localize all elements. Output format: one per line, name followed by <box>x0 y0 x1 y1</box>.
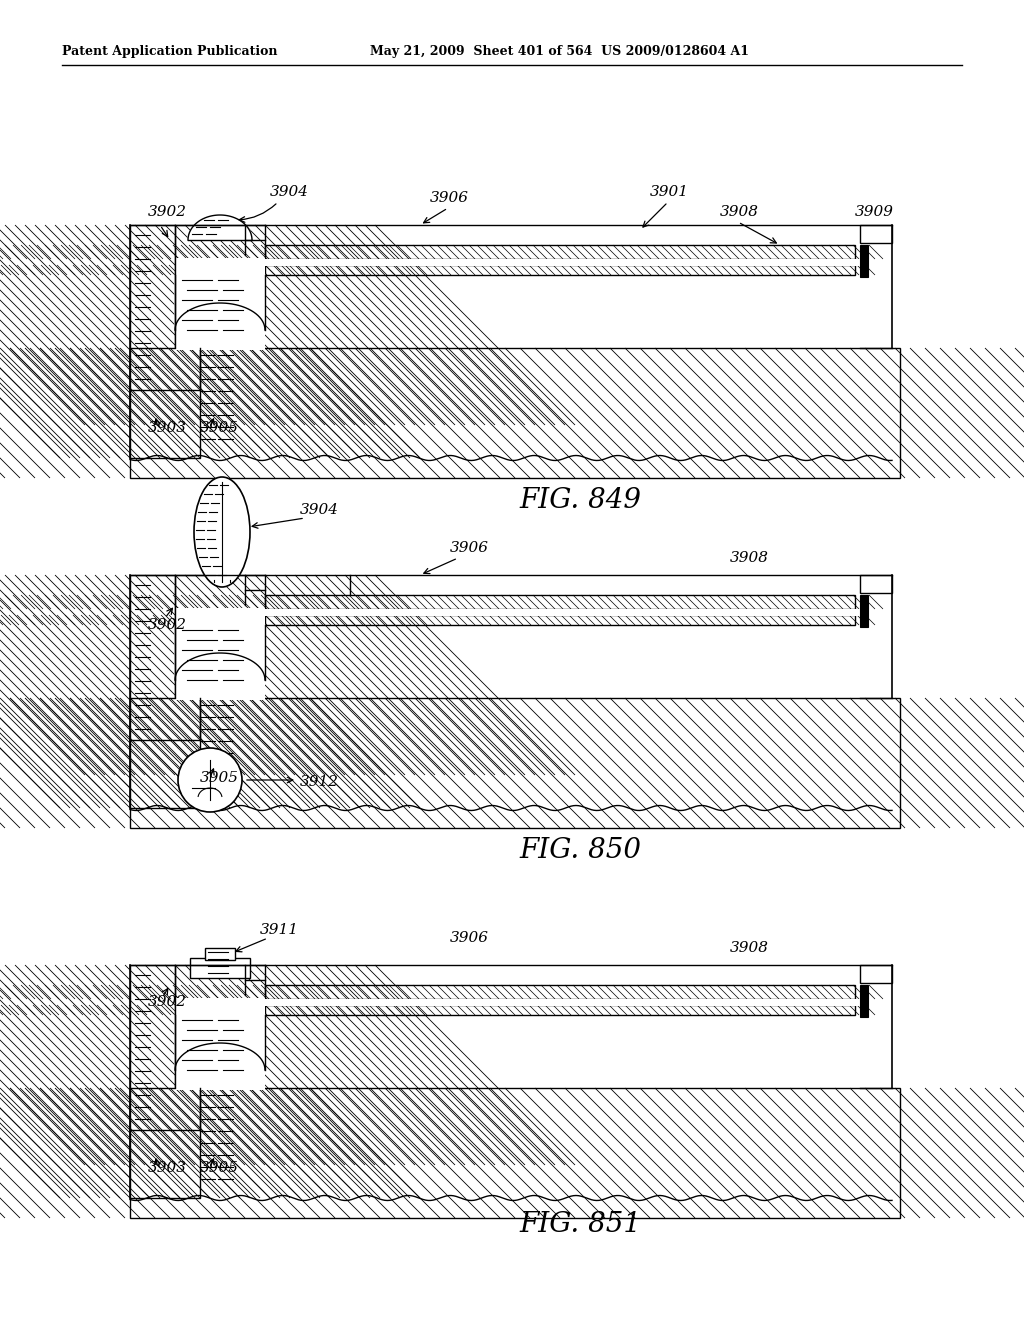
Text: 3906: 3906 <box>450 541 489 554</box>
Text: 3908: 3908 <box>720 205 759 219</box>
Text: 3905: 3905 <box>200 771 239 785</box>
Bar <box>265 265 855 275</box>
Text: FIG. 850: FIG. 850 <box>519 837 641 863</box>
Polygon shape <box>175 624 265 680</box>
Text: FIG. 849: FIG. 849 <box>519 487 641 513</box>
Bar <box>265 259 860 267</box>
Bar <box>190 958 250 978</box>
Bar <box>860 246 868 277</box>
Bar <box>130 698 200 808</box>
Bar <box>130 965 175 1166</box>
Text: 3911: 3911 <box>260 923 299 937</box>
Bar <box>130 576 175 775</box>
Bar <box>265 615 855 624</box>
Text: 3902: 3902 <box>148 995 187 1008</box>
Ellipse shape <box>194 477 250 587</box>
Bar <box>265 1005 855 1015</box>
Text: 3909: 3909 <box>855 205 894 219</box>
Bar <box>175 257 265 350</box>
Text: 3906: 3906 <box>430 191 469 205</box>
Bar <box>130 1088 200 1199</box>
Text: 3905: 3905 <box>200 1162 239 1175</box>
Text: 3904: 3904 <box>270 185 309 199</box>
Bar <box>265 609 860 616</box>
Text: 3903: 3903 <box>148 421 187 436</box>
Bar <box>265 595 855 609</box>
Text: 3901: 3901 <box>650 185 689 199</box>
Text: Patent Application Publication: Patent Application Publication <box>62 45 278 58</box>
Text: 3902: 3902 <box>148 618 187 632</box>
Circle shape <box>178 748 242 812</box>
Bar <box>265 246 855 259</box>
Bar <box>860 576 892 593</box>
Polygon shape <box>188 215 252 240</box>
Polygon shape <box>175 1015 265 1071</box>
Text: FIG. 851: FIG. 851 <box>519 1212 641 1238</box>
Bar <box>175 609 265 700</box>
Bar <box>130 348 200 458</box>
Bar <box>130 1088 900 1218</box>
Bar <box>860 965 892 983</box>
Text: 3903: 3903 <box>148 1162 187 1175</box>
Bar <box>175 998 265 1090</box>
Bar <box>860 224 892 243</box>
Text: May 21, 2009  Sheet 401 of 564  US 2009/0128604 A1: May 21, 2009 Sheet 401 of 564 US 2009/01… <box>370 45 749 58</box>
Bar <box>265 999 860 1006</box>
Text: 3908: 3908 <box>730 941 769 954</box>
Polygon shape <box>175 275 265 330</box>
Text: 3904: 3904 <box>300 503 339 517</box>
Text: 3902: 3902 <box>148 205 187 219</box>
Text: 3905: 3905 <box>200 421 239 436</box>
Bar <box>130 224 175 425</box>
Bar <box>860 595 868 627</box>
Bar <box>860 985 868 1016</box>
Bar <box>205 948 234 960</box>
Bar <box>130 348 900 478</box>
Bar <box>130 698 900 828</box>
Text: 3906: 3906 <box>450 931 489 945</box>
Bar <box>265 985 855 999</box>
Text: 3912: 3912 <box>300 775 339 789</box>
Text: 3908: 3908 <box>730 550 769 565</box>
